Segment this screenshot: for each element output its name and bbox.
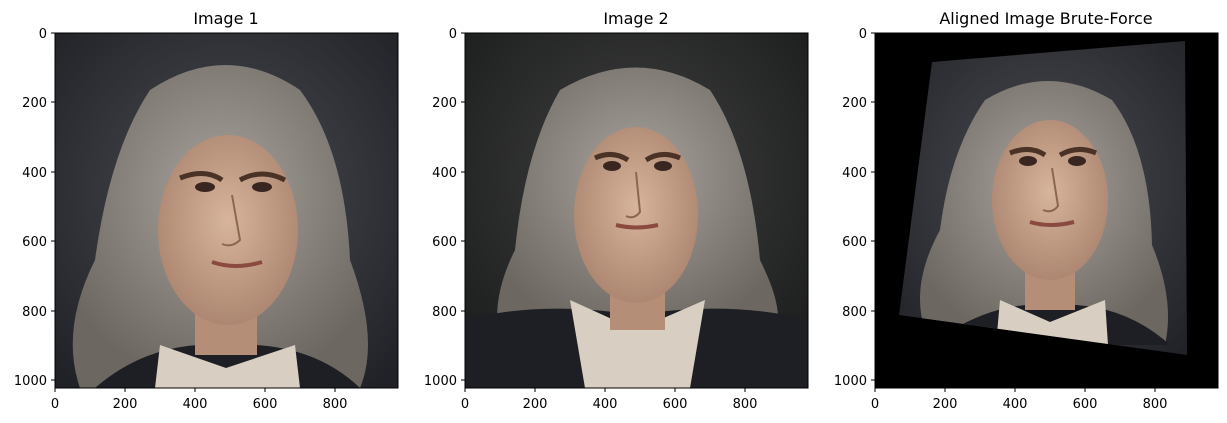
x-tick-label: 200: [523, 397, 548, 412]
y-tick-label: 800: [22, 305, 47, 320]
x-tick-label: 0: [51, 397, 59, 412]
panel-title: Image 2: [603, 9, 668, 28]
y-tick-label: 0: [449, 27, 457, 42]
y-tick-label: 400: [842, 166, 867, 181]
x-tick-label: 400: [1003, 397, 1028, 412]
axes-frame: [874, 32, 1219, 389]
x-axis: 0 200 400 600 800: [51, 388, 348, 412]
panel-image-1: Image 1: [14, 9, 399, 412]
axes-frame: [54, 32, 399, 389]
portrait-image: [55, 33, 398, 388]
x-tick-label: 600: [253, 397, 278, 412]
y-tick-label: 200: [842, 96, 867, 111]
x-tick-label: 800: [733, 397, 758, 412]
y-tick-label: 400: [432, 166, 457, 181]
y-axis: 0 200 400 600 800 1000: [14, 27, 55, 389]
y-tick-label: 800: [432, 305, 457, 320]
y-tick-label: 1000: [834, 374, 867, 389]
x-tick-label: 0: [461, 397, 469, 412]
panel-aligned-image: Aligned Image Brute-Force 0 200: [834, 9, 1219, 412]
portrait-image: [465, 33, 808, 388]
y-tick-label: 800: [842, 305, 867, 320]
panel-title: Image 1: [193, 9, 258, 28]
y-tick-label: 0: [39, 27, 47, 42]
y-tick-label: 0: [859, 27, 867, 42]
x-tick-label: 0: [871, 397, 879, 412]
panel-title: Aligned Image Brute-Force: [939, 9, 1152, 28]
x-tick-label: 400: [183, 397, 208, 412]
x-axis: 0 200 400 600 800: [871, 388, 1168, 412]
y-tick-label: 200: [432, 96, 457, 111]
x-tick-label: 600: [1073, 397, 1098, 412]
y-tick-label: 1000: [14, 374, 47, 389]
x-axis: 0 200 400 600 800: [461, 388, 758, 412]
y-tick-label: 200: [22, 96, 47, 111]
x-tick-label: 400: [593, 397, 618, 412]
warped-portrait-image: [899, 41, 1187, 355]
x-tick-label: 600: [663, 397, 688, 412]
x-tick-label: 800: [1143, 397, 1168, 412]
x-tick-label: 800: [323, 397, 348, 412]
x-tick-label: 200: [933, 397, 958, 412]
y-tick-label: 1000: [424, 374, 457, 389]
y-axis: 0 200 400 600 800 1000: [424, 27, 465, 389]
y-tick-label: 600: [842, 235, 867, 250]
y-tick-label: 600: [432, 235, 457, 250]
y-axis: 0 200 400 600 800 1000: [834, 27, 875, 389]
y-tick-label: 400: [22, 166, 47, 181]
x-tick-label: 200: [113, 397, 138, 412]
axes-frame: [464, 32, 809, 389]
y-tick-label: 600: [22, 235, 47, 250]
panel-image-2: Image 2 0 200 400 600 80: [424, 9, 809, 412]
